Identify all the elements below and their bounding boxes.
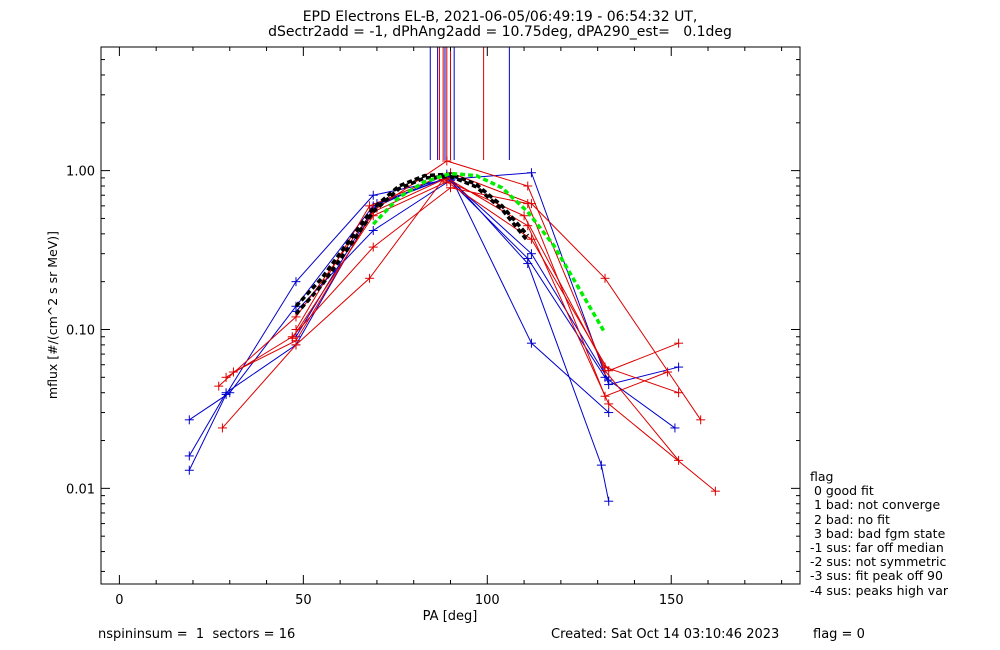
red-series-line	[218, 160, 679, 461]
chart-subtitle: dSectr2add = -1, dPhAng2add = 10.75deg, …	[268, 24, 732, 40]
data-point	[217, 423, 227, 433]
data-point	[674, 362, 684, 372]
flag-legend: flag 0 good fit 1 bad: not converge 2 ba…	[810, 469, 949, 598]
footer-spin-info: nspininsum = 1 sectors = 16	[98, 627, 296, 642]
black-fit-curve	[294, 172, 530, 308]
y-tick-label: 0.01	[66, 482, 95, 497]
flag-legend-entry: -4 sus: peaks high var	[810, 582, 949, 598]
data-point	[526, 199, 536, 209]
data-point	[184, 451, 194, 461]
data-point	[604, 496, 614, 506]
data-point	[696, 415, 706, 425]
x-tick-label: 50	[295, 593, 312, 608]
chart-title: EPD Electrons EL-B, 2021-06-05/06:49:19 …	[302, 9, 698, 25]
data-point	[526, 168, 536, 178]
data-point	[526, 234, 536, 244]
flag-legend-entry: 2 bad: no fit	[810, 511, 890, 527]
data-point	[674, 338, 684, 348]
data-point	[526, 338, 536, 348]
data-point	[674, 455, 684, 465]
red-series-line	[222, 178, 679, 429]
blue-series-line	[188, 172, 679, 471]
flag-legend-entry: 0 good fit	[810, 483, 874, 499]
data-point	[526, 249, 536, 259]
red-series-line	[295, 172, 702, 421]
data-point	[228, 367, 238, 377]
data-point	[604, 375, 614, 385]
data-point	[291, 277, 301, 287]
data-point	[600, 273, 610, 283]
data-point	[596, 460, 606, 470]
data-point	[184, 415, 194, 425]
data-point	[365, 201, 375, 211]
flag-legend-entry: -2 sus: not symmetric	[810, 554, 947, 570]
data-point	[519, 211, 529, 221]
red-series-line	[291, 181, 679, 372]
data-point	[291, 336, 301, 346]
data-point	[670, 423, 680, 433]
data-point	[214, 381, 224, 391]
data-point	[221, 372, 231, 382]
flag-legend-title: flag	[810, 469, 834, 484]
black-fit-curve	[294, 174, 530, 316]
x-tick-label: 100	[475, 593, 500, 608]
data-point	[365, 273, 375, 283]
x-axis-label: PA [deg]	[423, 609, 478, 624]
data-point	[604, 408, 614, 418]
data-point	[287, 333, 297, 343]
data-point	[442, 177, 452, 187]
flag-legend-entry: -3 sus: fit peak off 90	[810, 568, 943, 584]
blue-series-line	[295, 173, 610, 502]
data-point	[604, 399, 614, 409]
data-point	[710, 486, 720, 496]
flag-legend-entry: 3 bad: bad fgm state	[810, 525, 946, 541]
y-tick-label: 0.10	[66, 323, 95, 338]
flag-legend-entry: -1 sus: far off median	[810, 540, 944, 556]
data-point	[442, 156, 452, 166]
data-point	[663, 367, 673, 377]
data-point	[368, 190, 378, 200]
flag-legend-entry: 1 bad: not converge	[810, 497, 941, 513]
data-point	[674, 388, 684, 398]
y-tick-label: 1.00	[66, 165, 95, 180]
data-point	[604, 366, 614, 376]
x-tick-label: 150	[659, 593, 684, 608]
x-tick-label: 0	[115, 593, 123, 608]
data-point	[523, 259, 533, 269]
data-point	[523, 221, 533, 231]
data-point	[184, 465, 194, 475]
footer-flag: flag = 0	[813, 627, 865, 642]
green-fit-curve	[371, 171, 607, 334]
data-point	[368, 225, 378, 235]
data-point	[523, 181, 533, 191]
data-point	[368, 242, 378, 252]
footer-created: Created: Sat Oct 14 03:10:46 2023	[551, 627, 780, 642]
y-axis-label: mflux [#/(cm^2 s sr MeV)]	[45, 231, 60, 399]
data-point	[221, 388, 231, 398]
